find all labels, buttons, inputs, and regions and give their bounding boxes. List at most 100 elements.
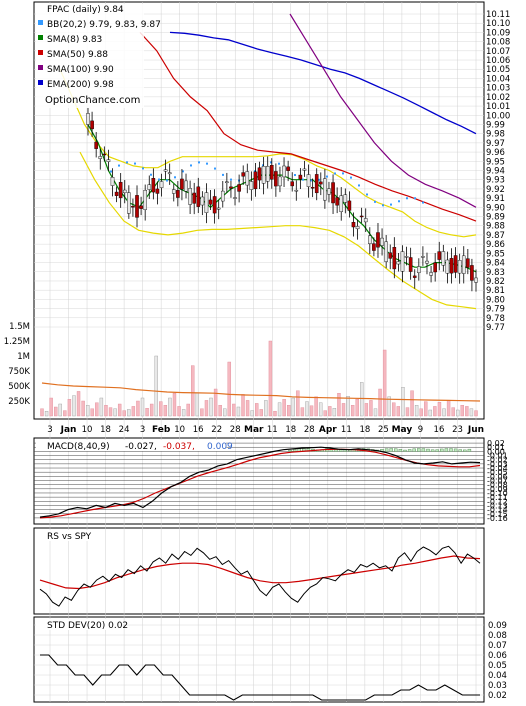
volume-bars <box>40 340 481 417</box>
candle-body <box>388 252 393 259</box>
volume-bar <box>232 403 236 417</box>
candle-body <box>102 153 107 156</box>
volume-bar <box>136 400 140 417</box>
candle-body <box>470 265 474 281</box>
candle-body <box>261 166 266 184</box>
bb-mid-dot <box>142 167 144 170</box>
sma100-line <box>289 13 477 208</box>
volume-average-line <box>41 382 481 402</box>
candle-body <box>241 172 246 177</box>
volume-bar <box>85 405 90 417</box>
macd-histogram-bar <box>463 449 467 452</box>
volume-bar <box>273 411 277 417</box>
std-y-tick-label: 0.09 <box>488 621 507 631</box>
x-tick-label: Jan <box>60 425 77 435</box>
macd-histogram-bar <box>435 449 439 452</box>
candle-body <box>253 171 258 190</box>
price-y-tick-label: 9.86 <box>486 240 505 250</box>
volume-bar <box>378 388 382 417</box>
std-y-tick-label: 0.03 <box>488 681 507 691</box>
volume-bar <box>40 408 44 417</box>
bb-mid-dot <box>398 200 400 203</box>
volume-bar <box>414 405 419 417</box>
bb-mid-dot <box>214 167 216 170</box>
candle-body <box>127 192 131 214</box>
volume-bar <box>63 410 67 417</box>
candle-body <box>131 206 135 208</box>
candle-body <box>216 207 221 210</box>
legend-label-fpac: FPAC (daily) 9.84 <box>47 5 124 15</box>
std-y-tick-label: 0.04 <box>488 671 507 681</box>
std-dev-line <box>40 654 480 701</box>
candle-body <box>265 166 270 182</box>
candle-body <box>249 181 254 190</box>
macd-y-tick-label: 0.01 <box>487 443 505 452</box>
legend-swatch-sma100 <box>38 65 43 70</box>
candle-body <box>245 171 250 186</box>
volume-bar <box>108 407 113 417</box>
bb-mid-dot <box>254 170 256 173</box>
candle-body <box>139 205 143 209</box>
volume-bar <box>401 387 405 417</box>
volume-y-tick-label: 750K <box>8 367 30 377</box>
candle-body <box>282 165 286 178</box>
volume-bar <box>255 403 259 417</box>
candle-body <box>114 191 119 196</box>
volume-bar <box>286 405 291 417</box>
bb-mid-dot <box>358 184 360 187</box>
bb-mid-dot <box>126 161 128 164</box>
volume-bar <box>236 406 241 417</box>
candle-body <box>372 243 376 251</box>
rs-panel-frame <box>33 527 485 615</box>
volume-bar <box>67 399 72 417</box>
volume-bar <box>456 409 460 417</box>
bb-upper-line <box>59 68 477 238</box>
candle-body <box>298 174 303 180</box>
volume-bar <box>209 397 213 417</box>
std-y-tick-label: 0.02 <box>488 691 507 701</box>
x-tick-label: 22 <box>211 425 222 435</box>
price-y-tick-label: 10.03 <box>486 84 510 94</box>
bb-mid-dot <box>118 164 120 167</box>
price-y-tick-label: 9.99 <box>486 120 505 130</box>
volume-bar <box>49 397 53 417</box>
x-tick-label: 16 <box>434 425 445 435</box>
candle-body <box>404 256 409 258</box>
bb-mid-dot <box>222 173 224 176</box>
std-y-tick-label: 0.07 <box>488 641 507 651</box>
price-candles <box>86 107 478 292</box>
candle-body <box>433 262 437 273</box>
macd-line <box>39 446 481 518</box>
x-tick-label: 10 <box>174 425 185 435</box>
legend-swatch-sma50 <box>38 50 43 55</box>
candle-body <box>421 256 425 258</box>
volume-bar <box>428 409 433 417</box>
volume-bar <box>90 408 94 417</box>
x-tick-label: 23 <box>452 425 463 435</box>
candle-body <box>135 195 139 218</box>
macd-y-tick-label: -0.03 <box>487 460 508 469</box>
candle-body <box>204 192 209 213</box>
candle-body <box>453 255 458 273</box>
legend-label-sma100: SMA(100) 9.90 <box>47 65 114 75</box>
x-tick-label: Jun <box>467 425 484 435</box>
volume-y-tick-label: 1.5M <box>9 322 30 332</box>
macd-histogram-bar <box>417 448 421 452</box>
candle-body <box>392 247 397 270</box>
volume-bar <box>191 365 195 417</box>
volume-bar <box>245 400 250 417</box>
volume-bar <box>268 340 273 417</box>
x-tick-label: 11 <box>267 425 278 435</box>
macd-histogram-bar <box>426 448 430 452</box>
price-y-tick-label: 9.95 <box>486 157 505 167</box>
candle-body <box>368 235 372 244</box>
bb-mid-dot <box>366 193 368 196</box>
candle-body <box>380 237 384 246</box>
candle-body <box>98 156 103 159</box>
candle-body <box>290 181 295 187</box>
candle-body <box>220 190 225 202</box>
bb-mid-dot <box>110 170 112 173</box>
candle-body <box>225 181 229 184</box>
volume-bar <box>186 403 190 417</box>
macd-histogram-bar <box>412 448 416 452</box>
